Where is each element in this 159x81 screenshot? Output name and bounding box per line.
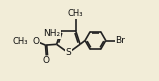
Text: O: O — [43, 56, 50, 65]
Text: S: S — [66, 48, 71, 57]
Text: O–: O– — [17, 37, 28, 46]
Text: CH₃: CH₃ — [68, 9, 83, 18]
Text: O: O — [32, 37, 39, 46]
Text: Br: Br — [115, 36, 125, 45]
Text: NH₂: NH₂ — [43, 29, 61, 38]
Text: CH₃: CH₃ — [13, 37, 28, 46]
